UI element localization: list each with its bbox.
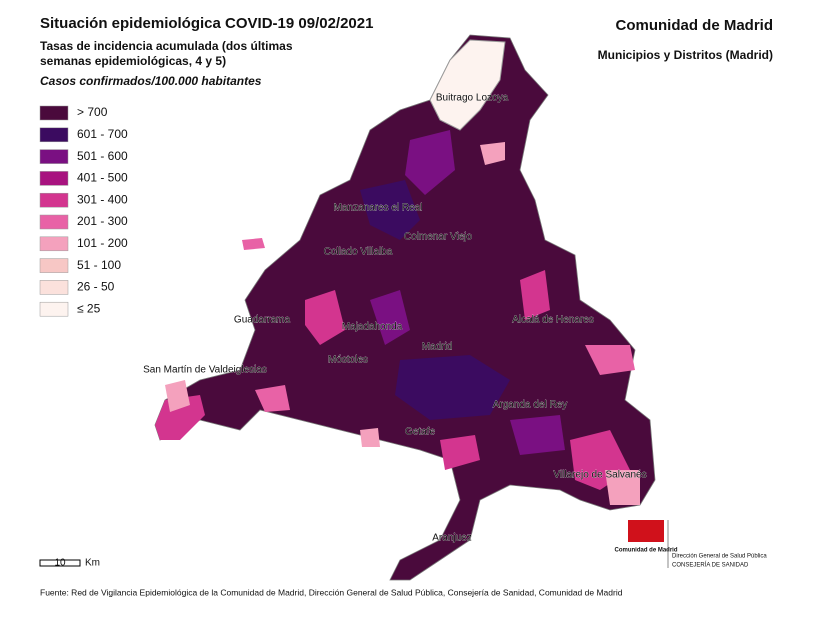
place-label: Villarejo de Salvanés bbox=[553, 470, 646, 481]
place-label: Madrid bbox=[422, 342, 453, 353]
region: Comunidad de Madrid bbox=[616, 17, 774, 34]
map bbox=[154, 34, 656, 581]
legend-label: 501 - 600 bbox=[77, 149, 128, 163]
title: Situación epidemiológica COVID-19 09/02/… bbox=[40, 15, 373, 32]
scale-bar bbox=[39, 559, 81, 567]
place-label: Arganda del Rey bbox=[493, 400, 568, 411]
place-label: Aranjuez bbox=[432, 533, 471, 544]
legend-label: 26 - 50 bbox=[77, 280, 115, 294]
municipality bbox=[305, 290, 345, 345]
place-label: Collado Villalba bbox=[324, 247, 393, 258]
legend-swatch bbox=[39, 280, 69, 295]
municipality bbox=[440, 435, 480, 470]
units: Casos confirmados/100.000 habitantes bbox=[40, 74, 262, 88]
logo-name: Comunidad de Madrid bbox=[615, 548, 678, 554]
municipality bbox=[429, 39, 506, 131]
scale-unit: Km bbox=[85, 558, 100, 569]
logo-ministry: CONSEJERÍA DE SANIDAD bbox=[672, 562, 749, 569]
footer: Fuente: Red de Vigilancia Epidemiológica… bbox=[40, 587, 623, 597]
municipality bbox=[255, 385, 290, 412]
municipality bbox=[585, 345, 635, 375]
municipality bbox=[405, 130, 455, 195]
legend-swatch bbox=[39, 105, 69, 121]
legend-swatch bbox=[39, 192, 69, 208]
place-label: Buitrago Lozoya bbox=[436, 93, 509, 104]
municipality bbox=[360, 428, 380, 447]
municipality bbox=[370, 290, 410, 345]
legend-label: 601 - 700 bbox=[77, 127, 128, 141]
municipality bbox=[360, 180, 420, 240]
logo-flag bbox=[628, 520, 664, 542]
legend-label: 51 - 100 bbox=[77, 258, 121, 272]
legend-label: 201 - 300 bbox=[77, 214, 128, 228]
municipality bbox=[165, 380, 190, 412]
legend-label: 301 - 400 bbox=[77, 192, 128, 206]
municipality bbox=[480, 142, 505, 165]
subtitle: semanas epidemiológicas, 4 y 5) bbox=[40, 54, 226, 68]
municipality bbox=[510, 415, 565, 455]
municipality bbox=[520, 270, 550, 320]
municipality bbox=[155, 395, 205, 440]
place-label: Getafe bbox=[405, 427, 435, 438]
legend-label: ≤ 25 bbox=[77, 301, 101, 315]
scale-value: 10 bbox=[54, 558, 66, 569]
region-outline bbox=[154, 34, 656, 581]
municipality bbox=[242, 238, 265, 250]
legend-label: 401 - 500 bbox=[77, 171, 128, 185]
place-label: Colmenar Viejo bbox=[404, 232, 473, 243]
legend-swatch bbox=[39, 149, 69, 164]
legend-swatch bbox=[39, 301, 69, 317]
municipality bbox=[395, 355, 510, 420]
legend-swatch bbox=[39, 236, 69, 252]
place-label: Alcalá de Henares bbox=[512, 315, 594, 326]
legend-swatch bbox=[39, 127, 69, 143]
logo-department: Dirección General de Salud Pública bbox=[672, 554, 767, 560]
place-label: San Martín de Valdeiglesias bbox=[143, 365, 267, 376]
place-label: Guadarrama bbox=[234, 315, 291, 326]
place-label: Manzanares el Real bbox=[334, 203, 423, 214]
place-label: Móstoles bbox=[328, 355, 368, 366]
legend-label: > 700 bbox=[77, 105, 108, 119]
scope: Municipios y Distritos (Madrid) bbox=[598, 48, 773, 62]
legend-swatch bbox=[39, 214, 69, 230]
place-label: Majadahonda bbox=[342, 322, 403, 333]
municipality bbox=[605, 470, 640, 505]
legend-label: 101 - 200 bbox=[77, 236, 128, 250]
legend-swatch bbox=[39, 258, 69, 273]
subtitle: Tasas de incidencia acumulada (dos últim… bbox=[40, 39, 293, 53]
legend-swatch bbox=[39, 171, 69, 186]
